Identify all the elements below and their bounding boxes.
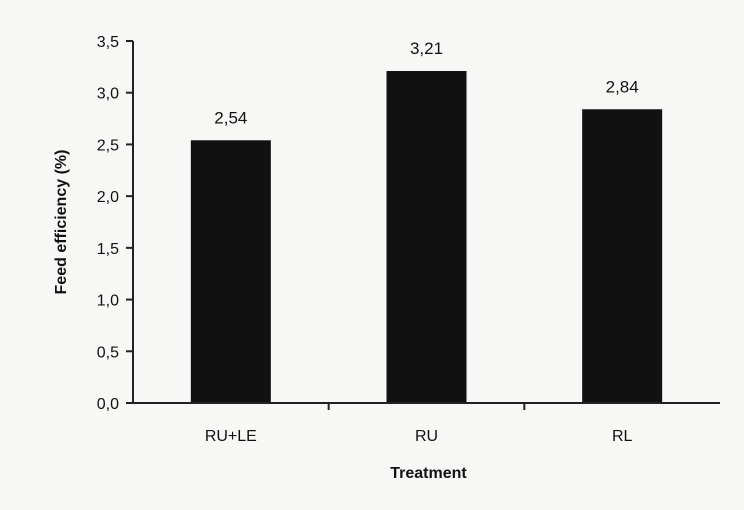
- x-tick-label: RU+LE: [205, 428, 257, 445]
- x-tick-label: RL: [612, 428, 633, 445]
- bars-layer: [190, 70, 663, 404]
- y-tick-label: 2,0: [97, 189, 119, 206]
- bar-ru: [386, 70, 467, 403]
- y-tick-label: 3,0: [97, 86, 119, 103]
- data-label: 2,84: [606, 77, 639, 96]
- x-tick-label: RU: [415, 428, 438, 445]
- y-tick-label: 1,5: [97, 241, 119, 258]
- y-tick-label: 1,0: [97, 293, 119, 310]
- axes-layer: [126, 40, 720, 410]
- y-tick-label: 3,5: [97, 34, 119, 51]
- bar-rl: [582, 109, 663, 404]
- y-tick-label: 2,5: [97, 137, 119, 154]
- x-axis-title: Treatment: [390, 465, 467, 482]
- y-tick-label: 0,5: [97, 344, 119, 361]
- y-axis-title: Feed efficiency (%): [53, 150, 70, 295]
- bar-ru-le: [190, 140, 271, 403]
- labels-layer: 2,54 RU+LE 3,21 RU 2,84 RL 0,0 0,5 1,0 1,5 2,0 2,5 3…: [97, 34, 639, 445]
- y-tick-label: 0,0: [97, 396, 119, 413]
- data-label: 3,21: [410, 39, 443, 58]
- data-label: 2,54: [214, 108, 247, 127]
